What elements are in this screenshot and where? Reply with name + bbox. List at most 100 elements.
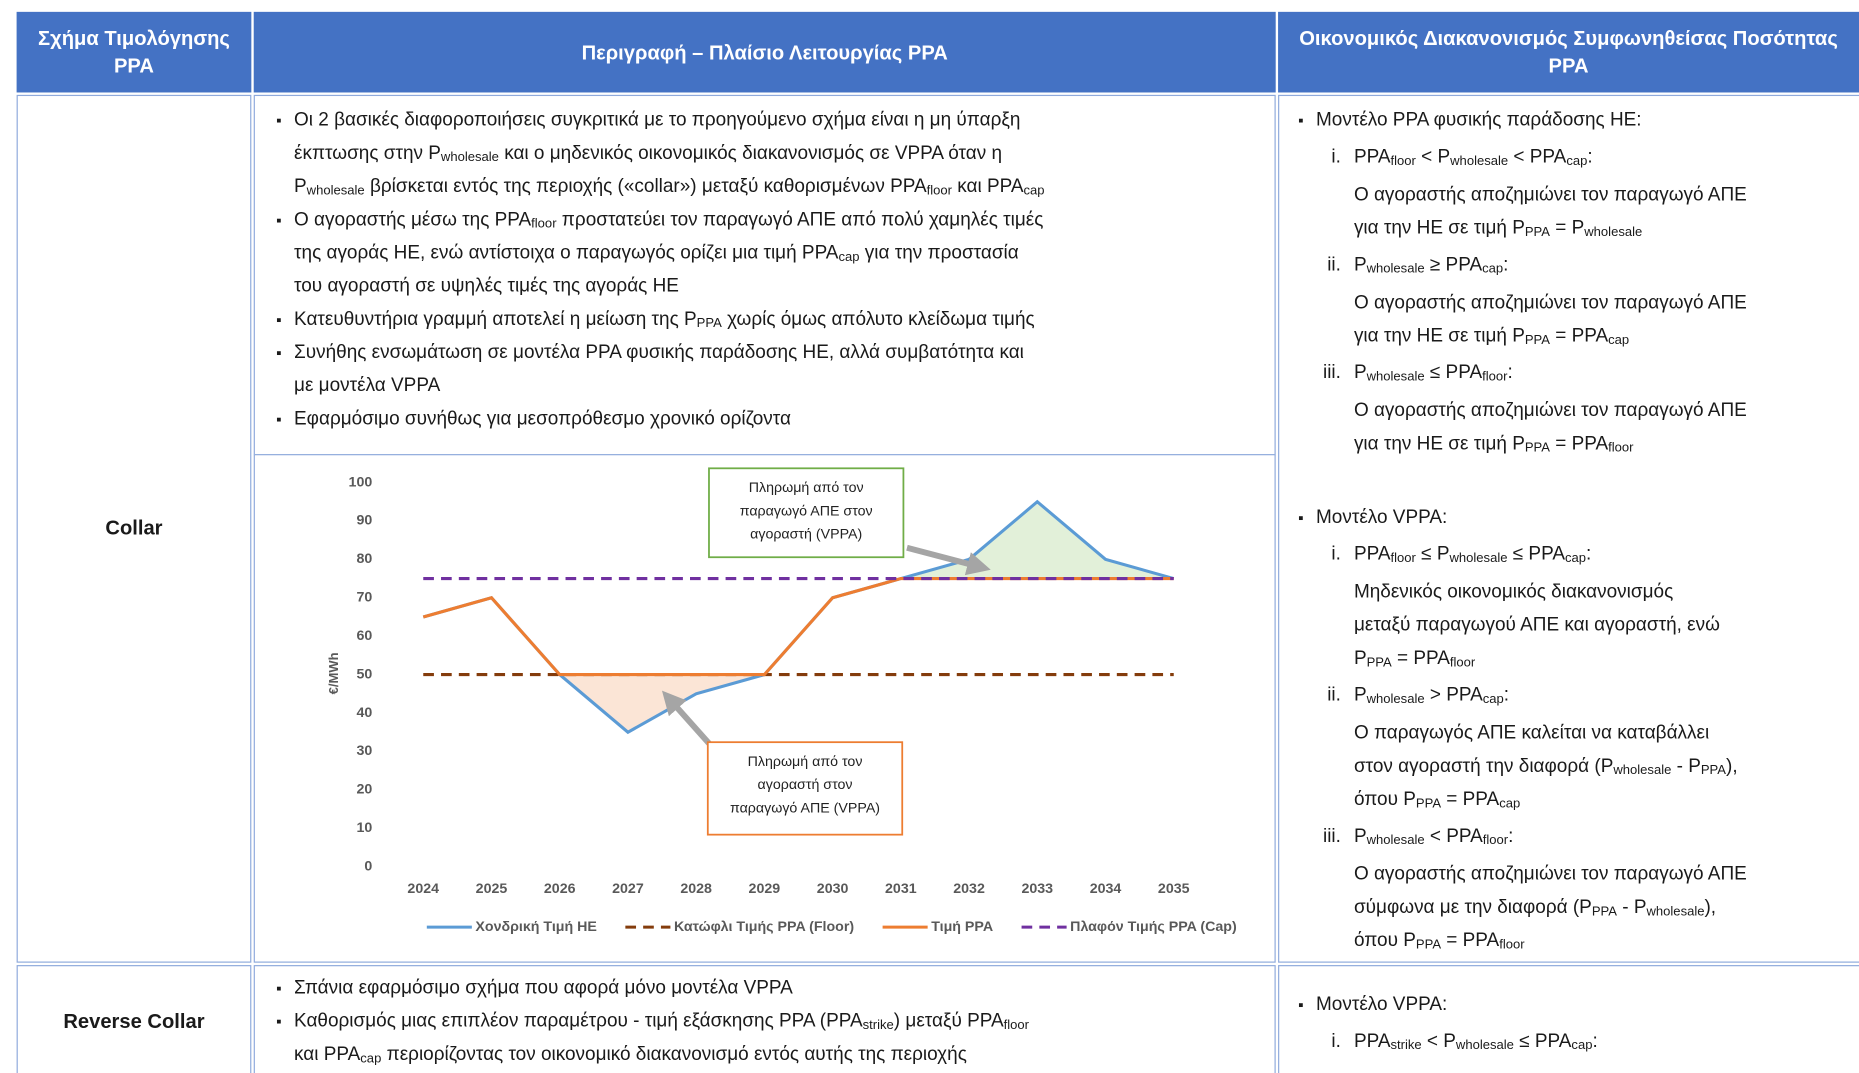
- line: μεταξύ παραγωγού ΑΠΕ και αγοραστή, ενώ: [1354, 609, 1859, 642]
- case: ii. Pwholesale > PPAcap: Ο παραγωγός ΑΠΕ κ…: [1298, 679, 1859, 817]
- annotation-arrow: [906, 544, 991, 576]
- scheme-label: Collar: [105, 516, 163, 540]
- text-run: προστατεύει τον παραγωγό ΑΠΕ από πολύ χα…: [556, 209, 1044, 231]
- text-run: P: [1353, 254, 1367, 276]
- text-run: Ο αγοραστής μέσω της PPA: [294, 209, 532, 231]
- text-run: και PPA: [294, 1044, 361, 1065]
- condition: PPAfloor ≤ Pwholesale ≤ PPAcap:: [1354, 538, 1859, 571]
- bullet: Εφαρμόσιμο συνήθως για μεσοπρόθεσμο χρον…: [276, 403, 1274, 436]
- bullet: Ο αγοραστής μέσω της PPAfloor προστατεύε…: [276, 204, 1274, 304]
- description-cell: Οι 2 βασικές διαφοροποιήσεις συγκριτικά …: [253, 94, 1276, 456]
- series-line: [422, 577, 1174, 677]
- settlement-cell: Μοντέλο VPPA: i. PPAstrike < Pwholesale ≤ …: [1278, 965, 1859, 1073]
- y-tick-label: 40: [356, 705, 372, 721]
- line: στον αγοραστή την διαφορά (Pwholesale - …: [1354, 750, 1859, 783]
- text-run: ),: [1704, 897, 1717, 918]
- subscript: wholesale: [1646, 904, 1705, 919]
- subscript: floor: [1390, 551, 1416, 566]
- subscript: floor: [1003, 1018, 1030, 1033]
- text-run: του αγοραστή σε υψηλές τιμές της αγοράς …: [294, 276, 679, 297]
- text-run: :: [1503, 254, 1509, 276]
- text-run: :: [1507, 362, 1513, 383]
- line: Σπάνια εφαρμόσιμο σχήμα που αφορά μόνο μ…: [294, 972, 1274, 1005]
- text-run: :: [1592, 1031, 1598, 1052]
- line: Καθορισμός μιας επιπλέον παραμέτρου - τι…: [294, 1005, 1274, 1038]
- text-run: ≥ PPA: [1424, 254, 1483, 276]
- y-axis-label: €/MWh: [326, 652, 341, 694]
- text-run: όπου P: [1353, 930, 1416, 951]
- text-run: και ο μηδενικός οικονομικός διακανονισμό…: [498, 143, 1003, 164]
- text-run: < P: [1421, 1031, 1456, 1052]
- annotation-text: αγοραστή (VPPA): [750, 526, 862, 542]
- line: Ο παραγωγός ΑΠΕ καλείται να καταβάλλει: [1354, 717, 1859, 750]
- annotation-box: [706, 741, 904, 836]
- y-tick-label: 100: [349, 474, 373, 490]
- subscript: PPA: [1524, 225, 1550, 240]
- text-run: για την προστασία: [859, 243, 1019, 264]
- subscript: wholesale: [440, 150, 499, 165]
- group: Μοντέλο VPPA: i. PPAstrike < Pwholesale ≤ …: [1298, 989, 1859, 1059]
- text-run: Συνήθης ενσωμάτωση σε μοντέλα PPA φυσική…: [294, 342, 1024, 363]
- subscript: PPA: [1524, 333, 1550, 348]
- text-run: μεταξύ παραγωγού ΑΠΕ και αγοραστή, ενώ: [1353, 615, 1720, 636]
- line: έκπτωσης στην Pwholesale και ο μηδενικός…: [294, 138, 1274, 171]
- text-run: > PPA: [1424, 685, 1483, 706]
- text-run: χωρίς όμως απόλυτο κλείδωμα τιμής: [721, 309, 1035, 330]
- line: Συνήθης ενσωμάτωση σε μοντέλα PPA φυσική…: [294, 337, 1274, 370]
- x-tick-label: 2031: [885, 881, 917, 897]
- text-run: = P: [1549, 218, 1585, 239]
- y-tick-label: 30: [356, 743, 372, 759]
- bullet: Κατευθυντήρια γραμμή αποτελεί η μείωση τ…: [276, 304, 1274, 337]
- case-marker: iii.: [1322, 362, 1341, 383]
- y-tick-label: 0: [364, 858, 372, 874]
- group: Μοντέλο PPA φυσικής παράδοσης ΗΕ: i. PPA fl…: [1298, 104, 1859, 461]
- annotation-box: [708, 467, 905, 559]
- text-run: - P: [1671, 756, 1701, 777]
- header-cell: Περιγραφή – Πλαίσιο Λειτουργίας PPA: [253, 11, 1276, 93]
- subscript: PPA: [696, 316, 722, 331]
- condition: Pwholesale ≤ PPAfloor:: [1354, 357, 1859, 390]
- case-marker: i.: [1331, 147, 1341, 168]
- case-marker: iii.: [1322, 826, 1341, 847]
- line: PPPA = PPAfloor: [1354, 643, 1859, 676]
- case: i. PPAfloor ≤ Pwholesale ≤ PPAcap: Μηδενικ…: [1298, 538, 1859, 676]
- heading: Μοντέλο PPA φυσικής παράδοσης ΗΕ:: [1298, 104, 1859, 137]
- subscript: floor: [926, 183, 953, 198]
- subscript: cap: [1499, 796, 1521, 811]
- line: και PPAcap περιορίζοντας τον οικονομικό …: [294, 1039, 1274, 1072]
- text-run: έκπτωσης στην P: [294, 143, 441, 164]
- line: με μοντέλα VPPA: [294, 370, 1274, 403]
- line: Ο αγοραστής μέσω της PPAfloor προστατεύε…: [294, 204, 1274, 237]
- text-run: :: [1587, 147, 1593, 168]
- header-cell: Σχήμα Τιμολόγησης PPA: [16, 11, 252, 93]
- text-run: = PPA: [1549, 326, 1609, 347]
- text-run: Μοντέλο VPPA:: [1316, 507, 1448, 528]
- condition: Pwholesale > PPAcap:: [1354, 679, 1859, 712]
- subscript: wholesale: [1366, 833, 1425, 848]
- y-tick-label: 60: [356, 628, 372, 644]
- subscript: floor: [1608, 441, 1634, 456]
- subscript: cap: [1482, 692, 1504, 707]
- text-run: ),: [1725, 756, 1738, 777]
- case: i. PPAstrike < Pwholesale ≤ PPAcap:: [1298, 1026, 1859, 1059]
- line: Pwholesale βρίσκεται εντός της περιοχής …: [294, 171, 1274, 204]
- subscript: floor: [1482, 369, 1508, 385]
- heading: Μοντέλο VPPA:: [1298, 989, 1859, 1022]
- text-run: = PPA: [1441, 930, 1500, 951]
- text-run: για την ΗΕ σε τιμή P: [1353, 218, 1525, 239]
- text-run: ) μεταξύ PPA: [893, 1011, 1004, 1032]
- text-run: στον αγοραστή την διαφορά (P: [1353, 756, 1614, 777]
- line: όπου PPPA = PPAfloor: [1354, 925, 1859, 958]
- y-tick-label: 90: [356, 513, 372, 529]
- subscript: floor: [1449, 655, 1476, 670]
- text-run: = PPA: [1549, 433, 1609, 455]
- text-run: για την ΗΕ σε τιμή P: [1353, 433, 1525, 455]
- text-run: = PPA: [1391, 648, 1450, 669]
- text-run: = PPA: [1441, 789, 1500, 810]
- subscript: PPA: [1524, 441, 1550, 456]
- x-tick-label: 2030: [817, 881, 849, 897]
- text-run: ≤ PPA: [1507, 544, 1565, 565]
- text-run: P: [294, 176, 307, 197]
